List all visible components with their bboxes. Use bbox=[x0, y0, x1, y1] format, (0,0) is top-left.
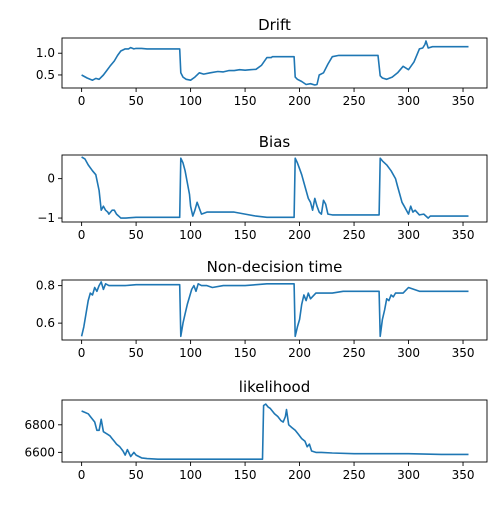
axes-frame bbox=[61, 37, 488, 89]
x-tick-label: 300 bbox=[397, 468, 420, 482]
axes-frame bbox=[61, 399, 488, 463]
subplot-title: likelihood bbox=[239, 378, 310, 396]
subplot-2: Non-decision time 0 50 100 150 200 250 300 350 0.… bbox=[36, 258, 488, 360]
subplot-title: Drift bbox=[258, 16, 291, 34]
series-line-0 bbox=[80, 281, 469, 338]
x-tick-label: 200 bbox=[288, 228, 311, 242]
x-tick-label: 0 bbox=[78, 94, 86, 108]
subplot-title: Bias bbox=[259, 133, 291, 151]
series-line-0 bbox=[81, 403, 469, 461]
x-tick-label: 0 bbox=[78, 228, 86, 242]
y-tick-label: 0.8 bbox=[36, 279, 55, 293]
x-tick-label: 350 bbox=[452, 228, 475, 242]
y-tick-label: 1.0 bbox=[36, 46, 55, 60]
x-tick-label: 100 bbox=[179, 468, 202, 482]
x-tick-label: 200 bbox=[288, 468, 311, 482]
y-tick-label: 6600 bbox=[24, 445, 55, 459]
x-tick-label: 250 bbox=[343, 94, 366, 108]
x-tick-label: 50 bbox=[128, 468, 143, 482]
subplot-0: Drift 0 50 100 150 200 250 300 350 0.5 1.0 bbox=[36, 16, 488, 108]
x-tick-label: 300 bbox=[397, 228, 420, 242]
subplot-3: likelihood 0 50 100 150 200 250 300 350 6600 6800 bbox=[24, 378, 488, 482]
x-tick-label: 0 bbox=[78, 468, 86, 482]
axes-frame bbox=[61, 154, 488, 223]
x-tick-label: 50 bbox=[128, 94, 143, 108]
x-tick-label: 150 bbox=[234, 228, 257, 242]
y-tick-label: 6800 bbox=[24, 418, 55, 432]
subplot-title: Non-decision time bbox=[207, 258, 343, 276]
y-tick-label: 0.6 bbox=[36, 316, 55, 330]
x-tick-label: 250 bbox=[343, 228, 366, 242]
x-tick-label: 300 bbox=[397, 94, 420, 108]
x-tick-label: 350 bbox=[452, 468, 475, 482]
x-tick-label: 100 bbox=[179, 94, 202, 108]
x-tick-label: 0 bbox=[78, 346, 86, 360]
x-tick-label: 200 bbox=[288, 346, 311, 360]
x-tick-label: 350 bbox=[452, 94, 475, 108]
x-tick-label: 150 bbox=[234, 468, 257, 482]
y-tick-label: 0 bbox=[47, 172, 55, 186]
x-tick-label: 150 bbox=[234, 94, 257, 108]
x-tick-label: 150 bbox=[234, 346, 257, 360]
x-tick-label: 100 bbox=[179, 228, 202, 242]
y-tick-label: 0.5 bbox=[36, 68, 55, 82]
subplot-1: Bias 0 50 100 150 200 250 300 350 −1 0 bbox=[37, 133, 488, 242]
x-tick-label: 50 bbox=[128, 346, 143, 360]
x-tick-label: 250 bbox=[343, 468, 366, 482]
x-tick-label: 350 bbox=[452, 346, 475, 360]
axes-frame bbox=[61, 279, 488, 341]
y-tick-label: −1 bbox=[37, 211, 55, 225]
x-tick-label: 100 bbox=[179, 346, 202, 360]
x-tick-label: 50 bbox=[128, 228, 143, 242]
x-tick-label: 300 bbox=[397, 346, 420, 360]
x-tick-label: 250 bbox=[343, 346, 366, 360]
series-line-0 bbox=[81, 40, 469, 86]
series-line-0 bbox=[81, 156, 469, 219]
x-tick-label: 200 bbox=[288, 94, 311, 108]
